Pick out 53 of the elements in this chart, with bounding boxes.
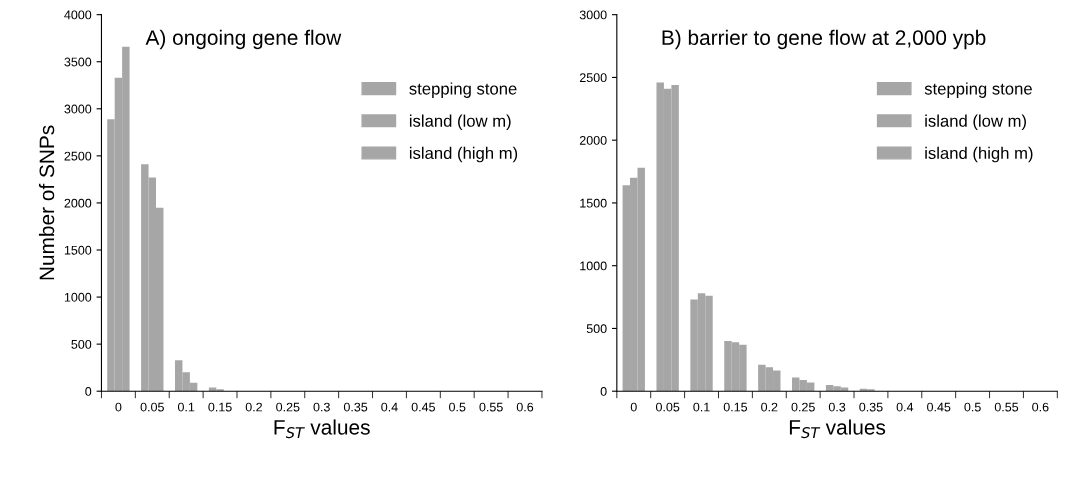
x-tick-label: 0.1 <box>177 402 195 412</box>
x-tick-label: 0.4 <box>896 402 914 412</box>
x-tick-label: 0.1 <box>693 402 710 412</box>
x-tick-label: 0.5 <box>449 402 466 412</box>
x-tick-label: 0.35 <box>343 402 368 412</box>
y-tick-label: 2000 <box>64 198 92 208</box>
legend-label: island (low m) <box>925 114 1026 131</box>
x-tick-label: 0.35 <box>859 402 883 412</box>
x-tick-label: 0.3 <box>828 402 846 412</box>
x-tick-label: 0.55 <box>994 402 1019 412</box>
x-tick-label: 0.3 <box>313 402 330 412</box>
y-tick-label: 1000 <box>580 261 607 271</box>
x-tick-label: 0.2 <box>245 402 262 412</box>
y-tick-label: 1000 <box>64 292 92 302</box>
x-tick-label: 0.25 <box>791 402 815 412</box>
legend-label: island (high m) <box>925 146 1033 163</box>
x-tick-label: 0.6 <box>516 402 534 412</box>
y-tick-label: 0 <box>85 387 92 396</box>
y-tick-label: 3000 <box>64 104 92 114</box>
text: A) ongoing gene flow <box>145 29 342 50</box>
x-tick-label: 0.15 <box>208 402 232 412</box>
x-tick-label: 0.45 <box>411 402 435 412</box>
x-tick-label: 0.5 <box>964 402 981 412</box>
x-axis-title: F$_{ST}$ values <box>274 419 370 439</box>
legend-label: stepping stone <box>924 82 1032 98</box>
x-tick-label: 0 <box>630 402 637 412</box>
y-tick-label: 3000 <box>579 10 607 20</box>
y-tick-label: 2500 <box>579 73 607 83</box>
x-tick-label: 0 <box>115 402 122 412</box>
y-tick-label: 0 <box>600 387 607 396</box>
y-tick-label: 500 <box>586 324 607 334</box>
y-tick-label: 2000 <box>579 135 607 145</box>
x-tick-label: 0.25 <box>276 402 300 412</box>
x-tick-label: 0.45 <box>927 402 951 412</box>
x-tick-label: 0.05 <box>140 402 164 412</box>
x-tick-label: 0.2 <box>761 402 778 412</box>
x-tick-label: 0.6 <box>1032 402 1049 412</box>
y-tick-label: 2500 <box>64 151 92 161</box>
y-tick-label: 4000 <box>64 10 92 20</box>
legend-label: stepping stone <box>409 82 517 98</box>
y-tick-label: 1500 <box>64 245 92 255</box>
x-axis-title: F$_{ST}$ values <box>789 419 886 439</box>
y-tick-label: 500 <box>71 339 92 349</box>
x-tick-label: 0.05 <box>655 402 680 412</box>
y-tick-label: 3500 <box>64 57 92 67</box>
x-tick-label: 0.15 <box>723 402 748 412</box>
x-tick-label: 0.55 <box>479 402 503 412</box>
legend-label: island (high m) <box>409 146 518 163</box>
y-tick-label: 1500 <box>580 198 607 208</box>
y-axis-title: Number of SNPs <box>38 125 55 280</box>
legend-label: island (low m) <box>409 114 511 131</box>
text: B) barrier to gene flow at 2,000 ypb <box>662 29 986 50</box>
x-tick-label: 0.4 <box>381 402 398 412</box>
